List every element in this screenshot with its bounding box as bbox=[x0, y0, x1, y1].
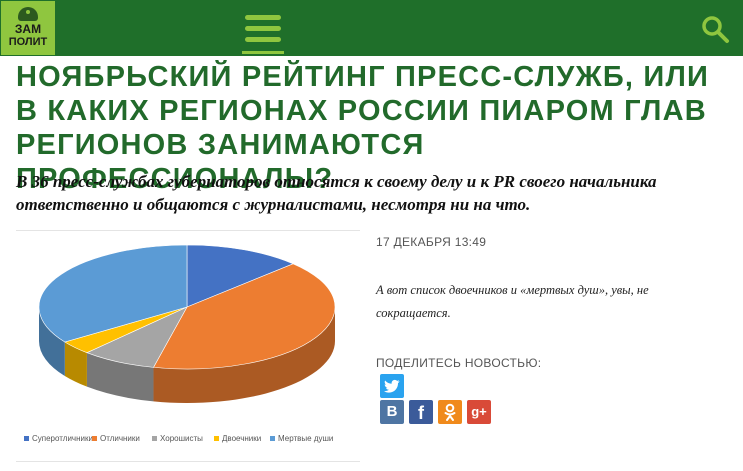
twitter-share-button[interactable] bbox=[380, 374, 404, 398]
legend-item: Двоечники bbox=[214, 434, 261, 443]
vk-icon: В bbox=[386, 403, 398, 420]
logo-dome-icon bbox=[18, 7, 38, 21]
legend-item: Суперотличники bbox=[24, 434, 93, 443]
legend-swatch bbox=[270, 436, 275, 441]
logo-text-line1: ЗАМ bbox=[14, 22, 42, 36]
pie-chart: Суперотличники Отличники Хорошисты Двоечник… bbox=[16, 230, 360, 462]
site-logo[interactable]: ЗАМ ПОЛИТ bbox=[1, 1, 55, 55]
article-lead: В 36 пресс-службах губернаторов относятс… bbox=[16, 172, 657, 214]
legend-label: Двоечники bbox=[222, 434, 261, 443]
article-date: 17 ДЕКАБРЯ 13:49 bbox=[376, 235, 487, 249]
legend-label: Хорошисты bbox=[160, 434, 203, 443]
legend-swatch bbox=[92, 436, 97, 441]
legend-swatch bbox=[214, 436, 219, 441]
article-title: НОЯБРЬСКИЙ РЕЙТИНГ ПРЕСС-СЛУЖБ, ИЛИ В КА… bbox=[16, 61, 710, 195]
top-bar: ЗАМ ПОЛИТ bbox=[0, 0, 743, 56]
pie-side-1 bbox=[153, 307, 336, 403]
legend-label: Отличники bbox=[100, 434, 140, 443]
pie-slice-0 bbox=[186, 244, 294, 308]
legend-swatch bbox=[152, 436, 157, 441]
legend-item: Хорошисты bbox=[152, 434, 203, 443]
article-quote: А вот список двоечников и «мертвых душ»,… bbox=[376, 283, 649, 320]
legend-label: Мертвые души bbox=[278, 434, 333, 443]
vk-share-button[interactable]: В bbox=[380, 400, 404, 424]
twitter-icon bbox=[384, 379, 400, 393]
pie-side-4 bbox=[39, 307, 65, 376]
legend-label: Суперотличники bbox=[32, 434, 93, 443]
hamburger-menu-icon bbox=[245, 26, 281, 31]
google-plus-icon: g+ bbox=[471, 404, 487, 419]
pie-side-3 bbox=[64, 341, 87, 387]
pie-side-2 bbox=[86, 352, 154, 402]
facebook-share-button[interactable]: f bbox=[409, 400, 433, 424]
hamburger-menu-icon bbox=[245, 15, 281, 20]
menu-button[interactable] bbox=[242, 10, 284, 54]
odnoklassniki-icon bbox=[444, 403, 456, 421]
legend-item: Мертвые души bbox=[270, 434, 333, 443]
legend-item: Отличники bbox=[92, 434, 140, 443]
logo-text-line2: ПОЛИТ bbox=[8, 36, 48, 48]
search-icon[interactable] bbox=[700, 14, 730, 44]
google-plus-share-button[interactable]: g+ bbox=[467, 400, 491, 424]
facebook-icon: f bbox=[418, 403, 424, 423]
share-title: ПОДЕЛИТЕСЬ НОВОСТЬЮ: bbox=[376, 356, 542, 370]
hamburger-menu-icon bbox=[245, 37, 281, 42]
legend-swatch bbox=[24, 436, 29, 441]
pie-slice-4 bbox=[38, 244, 188, 343]
pie-slice-1 bbox=[152, 263, 336, 370]
odnoklassniki-share-button[interactable] bbox=[438, 400, 462, 424]
pie-chart-svg: Суперотличники Отличники Хорошисты Двоечник… bbox=[24, 244, 336, 443]
